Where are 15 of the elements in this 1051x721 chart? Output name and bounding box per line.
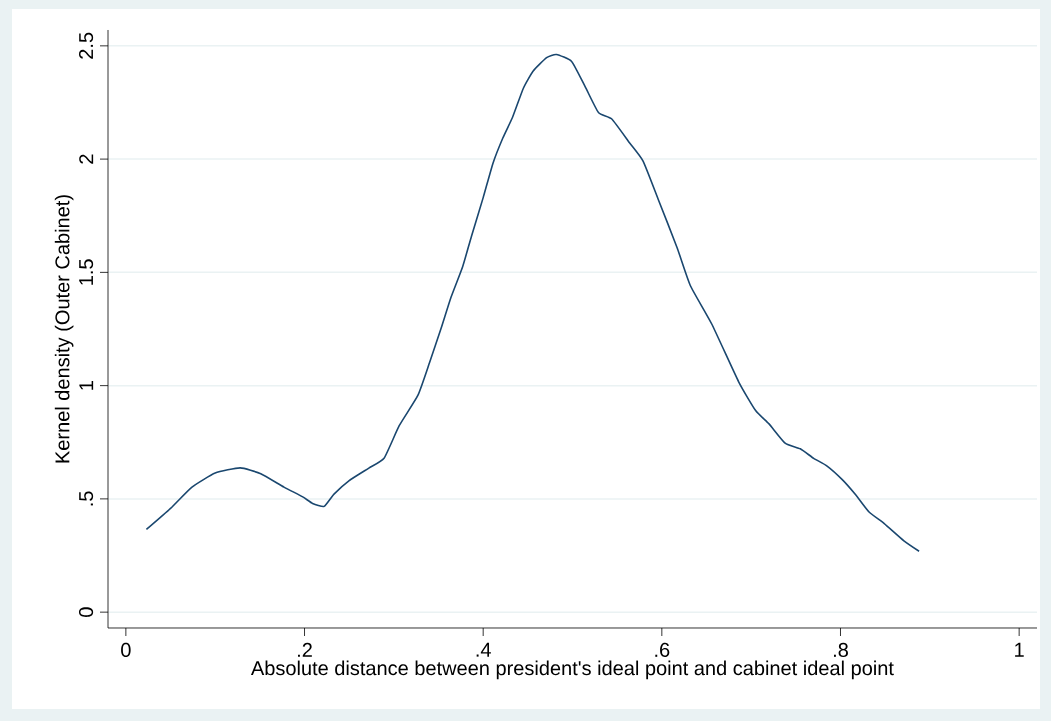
x-tick-label: .8 — [833, 642, 848, 658]
x-tick-label: .4 — [476, 642, 491, 657]
x-tick-label: 1 — [1015, 642, 1024, 657]
y-tick-label: 2 — [79, 154, 94, 164]
x-tick-label: .6 — [655, 642, 670, 658]
x-axis-title: Absolute distance between president's ideal point and cabinet ideal point — [250, 660, 894, 680]
y-tick-label: 0 — [78, 607, 94, 617]
y-tick-label: 2.5 — [78, 32, 94, 59]
y-tick-label: 1.5 — [79, 259, 94, 285]
y-tick-label: .5 — [79, 491, 94, 506]
x-tick-label: 0 — [121, 642, 131, 658]
y-axis-title: Kernel density (Outer Cabinet) — [54, 195, 74, 463]
x-tick-label: .2 — [298, 642, 312, 657]
y-tick-label: 1 — [79, 381, 94, 390]
line-series — [145, 53, 920, 553]
